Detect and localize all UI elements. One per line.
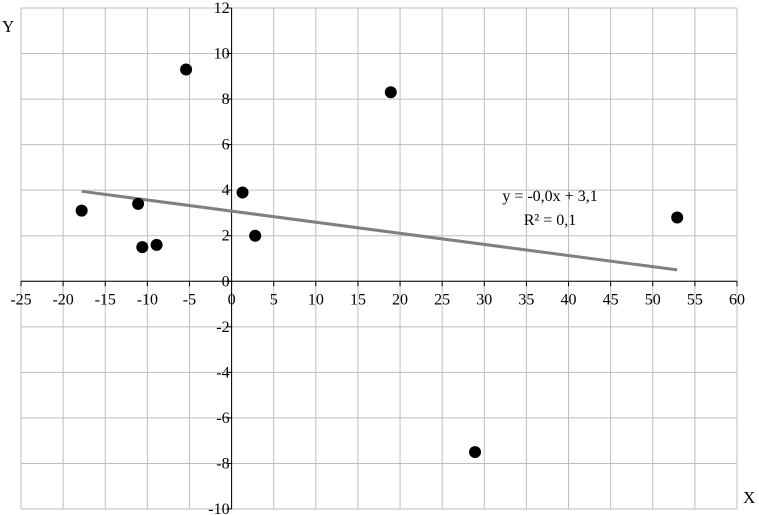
x-tick-label: 15 xyxy=(350,291,366,308)
x-tick-label: 20 xyxy=(392,291,408,308)
y-tick-label: 2 xyxy=(222,228,230,245)
y-axis-title: Y xyxy=(2,17,14,36)
data-point xyxy=(132,197,145,210)
y-tick-label: -10 xyxy=(208,501,229,515)
y-tick-label: -4 xyxy=(216,364,229,381)
trendline-r-squared: R² = 0,1 xyxy=(524,212,577,229)
y-tick-label: 6 xyxy=(222,137,230,154)
x-tick-label: -20 xyxy=(52,291,73,308)
data-point xyxy=(671,211,684,224)
axis-layer xyxy=(20,7,738,510)
trendline xyxy=(81,189,678,272)
grid-layer xyxy=(20,7,738,510)
x-tick-label: -5 xyxy=(183,291,196,308)
y-tick-label: -6 xyxy=(216,410,229,427)
data-point xyxy=(75,204,88,217)
x-tick-label: 25 xyxy=(434,291,450,308)
point-layer xyxy=(75,63,684,459)
data-point xyxy=(150,238,163,251)
data-point xyxy=(236,186,249,199)
x-tick-label: -25 xyxy=(10,291,31,308)
y-tick-label: 10 xyxy=(214,46,230,63)
y-tick-label: 12 xyxy=(214,0,230,17)
x-tick-label: 10 xyxy=(308,291,324,308)
y-tick-label: -2 xyxy=(216,319,229,336)
data-point xyxy=(384,86,397,99)
tick-label-layer: -25 -20 -15 -10 -5 0 5 10 15 20 25 30 35 40 45 50 55 60-1… xyxy=(10,0,745,515)
x-tick-label: -10 xyxy=(137,291,158,308)
trendline-layer xyxy=(81,189,678,272)
data-point xyxy=(249,229,262,242)
data-point xyxy=(469,446,482,459)
y-tick-label: 0 xyxy=(222,273,230,290)
y-tick-label: -8 xyxy=(216,455,229,472)
x-tick-label: 0 xyxy=(228,291,236,308)
y-tick-label: 4 xyxy=(222,182,230,199)
x-tick-label: 30 xyxy=(476,291,492,308)
x-tick-label: 40 xyxy=(561,291,577,308)
data-point xyxy=(180,63,193,76)
y-tick-label: 8 xyxy=(222,91,230,108)
x-tick-label: 50 xyxy=(645,291,661,308)
x-tick-label: -15 xyxy=(95,291,116,308)
x-tick-label: 5 xyxy=(270,291,278,308)
x-axis-title: X xyxy=(743,488,755,507)
x-tick-label: 45 xyxy=(603,291,619,308)
data-point xyxy=(136,241,149,254)
trendline-equation: y = -0,0x + 3,1 xyxy=(502,188,597,205)
x-tick-label: 35 xyxy=(518,291,534,308)
x-tick-label: 60 xyxy=(729,291,745,308)
x-tick-label: 55 xyxy=(687,291,703,308)
